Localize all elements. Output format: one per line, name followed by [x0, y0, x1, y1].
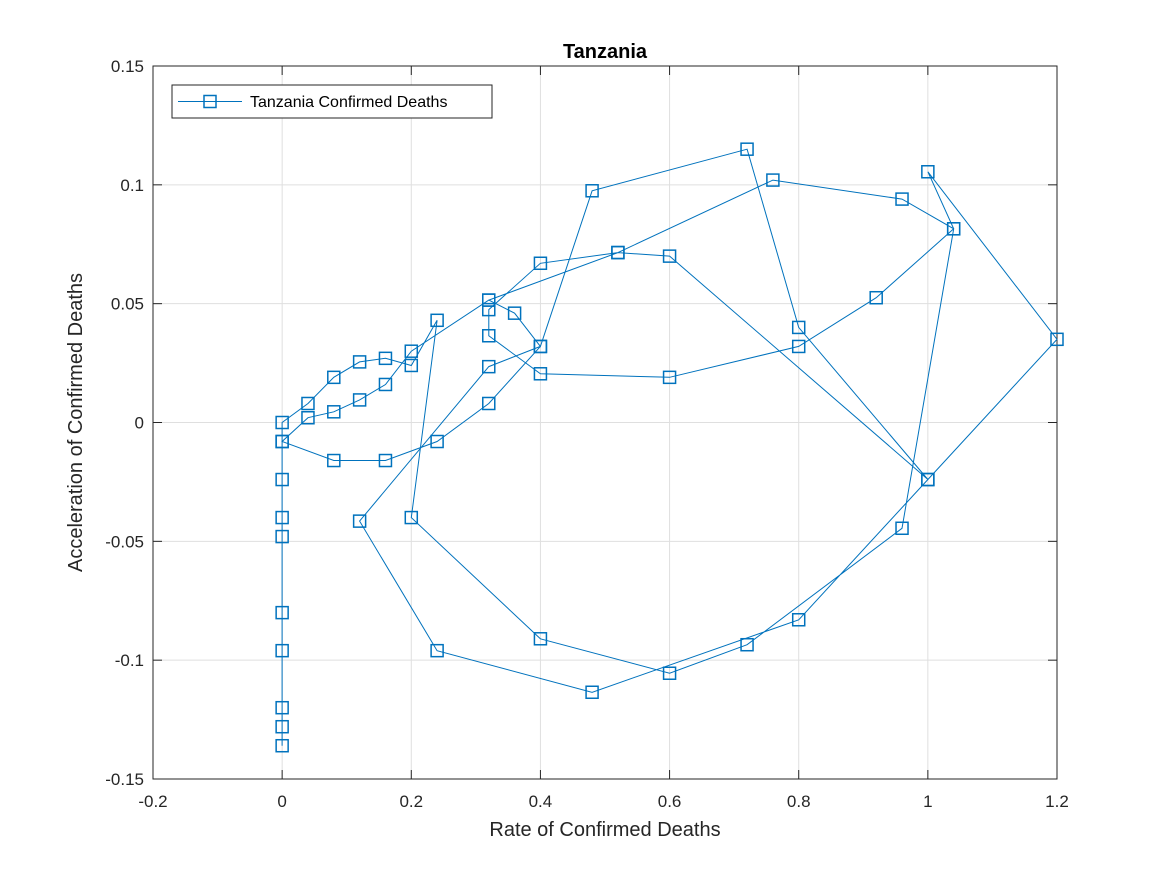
x-tick-label: 1.2 [1045, 792, 1069, 811]
x-tick-label: 0.8 [787, 792, 811, 811]
data-point-marker [921, 165, 935, 179]
data-point-marker [275, 415, 289, 430]
data-point-marker [482, 359, 496, 374]
y-tick-label: -0.15 [105, 770, 144, 789]
legend: Tanzania Confirmed Deaths [171, 84, 493, 119]
chart-title: Tanzania [563, 41, 648, 63]
data-point-marker [275, 510, 289, 525]
data-point-marker [430, 434, 444, 449]
x-tick-label: 0.2 [399, 792, 423, 811]
data-point-marker [404, 358, 419, 373]
data-point-marker [275, 529, 289, 544]
legend-marker-icon [203, 94, 217, 109]
data-point-marker [533, 632, 548, 646]
data-point-marker [740, 142, 754, 156]
data-point-marker [533, 256, 548, 271]
x-tick-label: 0.4 [529, 792, 553, 811]
y-tick-label: -0.1 [115, 651, 144, 670]
data-point-marker [921, 472, 935, 487]
data-point-marker [482, 293, 496, 307]
data-point-marker [585, 685, 599, 700]
data-point-marker [1050, 332, 1064, 347]
grid [152, 65, 1058, 780]
data-point-marker [430, 313, 444, 328]
data-point-marker [352, 355, 367, 369]
data-point-marker [791, 339, 806, 354]
legend-label: Tanzania Confirmed Deaths [250, 94, 447, 111]
x-tick-label: -0.2 [138, 792, 167, 811]
data-point-marker [352, 393, 367, 407]
data-point-marker [275, 700, 289, 715]
data-point-marker [327, 405, 341, 419]
data-point-marker [895, 192, 909, 206]
y-tick-label: 0 [135, 414, 144, 433]
y-tick-label: -0.05 [105, 532, 144, 551]
data-point-marker [482, 302, 496, 317]
data-point-marker [869, 290, 883, 305]
data-point-marker [275, 605, 289, 620]
data-point-marker [352, 514, 367, 528]
series [275, 142, 1064, 753]
y-tick-label: 0.15 [111, 57, 144, 76]
data-point-marker [533, 367, 548, 381]
y-tick-label: 0.05 [111, 295, 144, 314]
data-point-marker [430, 643, 444, 658]
data-point-marker [275, 434, 289, 449]
data-point-marker [275, 738, 289, 753]
data-point-marker [766, 173, 780, 187]
y-tick-label: 0.1 [120, 176, 144, 195]
x-tick-label: 0.6 [658, 792, 682, 811]
data-point-marker [946, 222, 961, 236]
data-point-marker [482, 396, 496, 411]
data-point-marker [275, 719, 289, 734]
data-point-marker [791, 613, 806, 627]
data-point-marker [611, 245, 625, 260]
data-point-marker [301, 410, 315, 425]
data-point-marker [895, 521, 909, 536]
x-axis-label: Rate of Confirmed Deaths [489, 819, 720, 841]
x-tick-label: 1 [923, 792, 932, 811]
x-tick-label: 0 [277, 792, 286, 811]
data-point-marker [327, 370, 341, 385]
y-axis-label: Acceleration of Confirmed Deaths [65, 273, 87, 572]
data-point-marker [662, 249, 677, 263]
data-point-marker [740, 637, 754, 652]
data-point-marker [662, 370, 677, 385]
data-point-marker [662, 666, 677, 680]
data-point-marker [404, 344, 419, 358]
data-point-marker [378, 377, 393, 392]
data-point-marker [301, 396, 315, 411]
data-point-marker [404, 510, 419, 525]
data-point-marker [378, 453, 393, 468]
data-point-marker [533, 339, 548, 354]
data-point-marker [482, 329, 496, 343]
data-point-marker [327, 453, 341, 468]
data-point-marker [507, 306, 522, 320]
axis-ticks: -0.2 0 0.2 0.4 0.6 0.8 1 1.2 -0.15 -0.1 -0.05 0 0.05… [105, 57, 1069, 811]
data-point-marker [791, 320, 806, 335]
data-point-marker [378, 351, 393, 366]
data-point-marker [585, 184, 599, 198]
data-point-marker [275, 472, 289, 487]
data-point-marker [275, 643, 289, 658]
